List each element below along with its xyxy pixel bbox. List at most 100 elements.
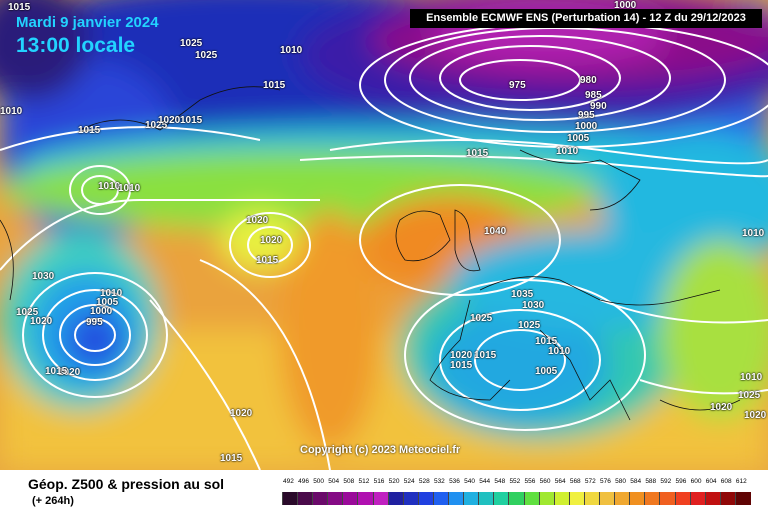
isobar-label: 1020 <box>260 235 283 246</box>
isobar-label: 1010 <box>100 288 123 299</box>
scale-swatch <box>282 492 299 505</box>
isobar-label: 1030 <box>522 300 545 311</box>
scale-swatch <box>297 492 314 505</box>
scale-swatch <box>538 492 555 505</box>
isobar-label: 1015 <box>78 125 101 136</box>
footer-legend: Géop. Z500 & pression au sol (+ 264h) <box>0 470 768 512</box>
scale-swatch <box>583 492 601 505</box>
isobar-label: 1025 <box>180 38 203 49</box>
scale-swatch <box>402 492 419 505</box>
isobar-label: 975 <box>509 80 526 91</box>
isobar-label: 1005 <box>96 297 119 308</box>
isobar-label: 1000 <box>614 0 637 11</box>
isobar-label: 990 <box>590 101 607 112</box>
geopotential-field <box>0 0 768 470</box>
scale-label: 588 <box>645 478 657 485</box>
scale-label: 524 <box>403 478 415 485</box>
scale-label: 604 <box>705 478 717 485</box>
scale-label: 544 <box>479 478 491 485</box>
isobar-label: 1010 <box>742 228 765 239</box>
scale-swatch <box>659 492 676 505</box>
scale-swatch <box>432 492 450 505</box>
isobar-label: 1040 <box>484 226 507 237</box>
isobar-label: 1015 <box>45 366 68 377</box>
isobar-label: 1000 <box>575 121 598 132</box>
isobar-label: 1005 <box>535 366 558 377</box>
scale-swatch <box>448 492 465 505</box>
scale-swatch <box>644 492 661 505</box>
isobar-label: 1015 <box>474 350 497 361</box>
isobar-label: 1015 <box>535 336 558 347</box>
scale-label: 612 <box>735 478 747 485</box>
scale-label: 520 <box>388 478 400 485</box>
scale-swatch <box>493 492 510 505</box>
chart-title: Géop. Z500 & pression au sol <box>28 476 225 492</box>
scale-swatch <box>553 492 570 505</box>
isobar-label: 1000 <box>90 306 113 317</box>
isobar-label: 1020 <box>744 410 767 421</box>
scale-label: 608 <box>720 478 732 485</box>
scale-label: 528 <box>418 478 430 485</box>
isobar-label: 1035 <box>511 289 534 300</box>
scale-label: 568 <box>569 478 581 485</box>
isobar-label: 1025 <box>145 120 168 131</box>
scale-swatch <box>372 492 389 505</box>
isobar-label: 1010 <box>118 183 141 194</box>
scale-label: 564 <box>554 478 566 485</box>
scale-label: 540 <box>464 478 476 485</box>
isobar-label: 1010 <box>280 45 303 56</box>
scale-label: 556 <box>524 478 536 485</box>
isobar-label: 1015 <box>180 115 203 126</box>
forecast-lead-time: (+ 264h) <box>32 495 74 507</box>
scale-label: 516 <box>373 478 385 485</box>
scale-swatch <box>523 492 540 505</box>
isobar-label: 985 <box>585 90 602 101</box>
isobar-label: 1015 <box>8 2 31 13</box>
scale-label: 584 <box>630 478 642 485</box>
isobar-label: 980 <box>580 75 597 86</box>
scale-swatch <box>614 492 631 505</box>
scale-label: 592 <box>660 478 672 485</box>
scale-swatch <box>568 492 585 505</box>
scale-swatch <box>327 492 344 505</box>
isobar-label: 1005 <box>567 133 590 144</box>
scale-swatch <box>387 492 404 505</box>
isobar-label: 1015 <box>220 453 243 464</box>
isobar-label: 1015 <box>256 255 279 266</box>
scale-swatch <box>463 492 480 505</box>
isobar-label: 1020 <box>710 402 733 413</box>
isobar-label: 1015 <box>263 80 286 91</box>
scale-swatch <box>357 492 374 505</box>
scale-swatch <box>704 492 721 505</box>
scale-label: 512 <box>358 478 370 485</box>
scale-label: 532 <box>433 478 445 485</box>
run-info-banner: Ensemble ECMWF ENS (Perturbation 14) - 1… <box>410 9 762 28</box>
scale-label: 600 <box>690 478 702 485</box>
scale-label: 552 <box>509 478 521 485</box>
scale-label: 492 <box>283 478 294 485</box>
isobar-label: 1025 <box>16 307 39 318</box>
scale-swatch <box>674 492 691 505</box>
scale-label: 504 <box>328 478 340 485</box>
scale-label: 508 <box>343 478 355 485</box>
isobar-label: 1025 <box>195 50 218 61</box>
scale-label: 536 <box>449 478 460 485</box>
scale-swatch <box>312 492 329 505</box>
scale-swatch <box>719 492 736 505</box>
scale-label: 496 <box>298 478 309 485</box>
scale-swatch <box>342 492 359 505</box>
weather-map: Mardi 9 janvier 2024 13:00 locale Ensemb… <box>0 0 768 470</box>
isobar-label: 995 <box>578 110 595 121</box>
scale-label: 500 <box>313 478 325 485</box>
isobar-label: 1010 <box>556 146 579 157</box>
scale-label: 572 <box>584 478 596 485</box>
isobar-label: 1020 <box>58 367 81 378</box>
scale-swatch <box>629 492 646 505</box>
scale-label: 580 <box>615 478 626 485</box>
isobar-label: 1010 <box>0 106 23 117</box>
forecast-time: 13:00 locale <box>16 34 136 57</box>
isobar-label: 1020 <box>230 408 253 419</box>
isobar-label: 1020 <box>30 316 53 327</box>
coastlines <box>0 86 741 421</box>
